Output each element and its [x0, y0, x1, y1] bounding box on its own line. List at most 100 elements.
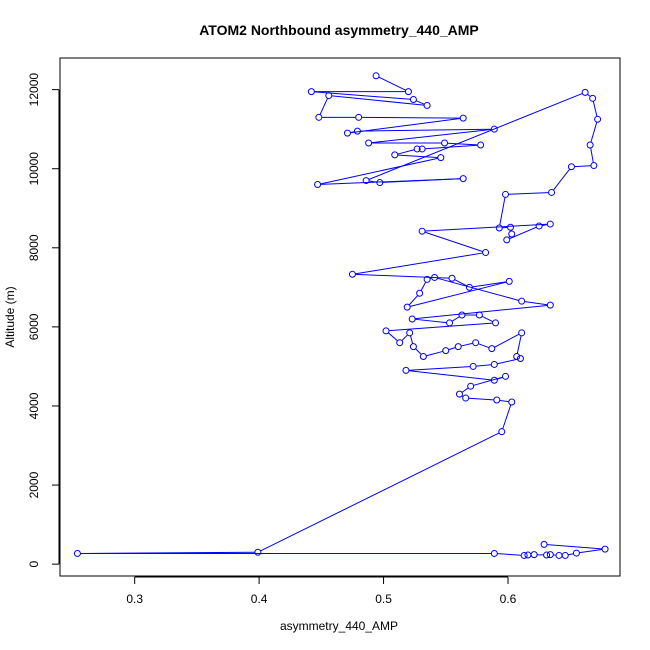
data-point [535, 222, 543, 230]
x-tick-label: 0.3 [126, 592, 143, 606]
data-point [391, 151, 399, 159]
data-point [365, 139, 373, 147]
data-point [382, 327, 390, 335]
series-segment [260, 432, 500, 552]
data-point [482, 249, 490, 257]
data-point [409, 96, 417, 104]
data-point [396, 339, 404, 347]
data-point [488, 345, 496, 353]
series-segment [590, 122, 598, 143]
chart-title: ATOM2 Northbound asymmetry_440_AMP [199, 22, 479, 38]
series-segment [368, 93, 583, 180]
y-tick-label: 8000 [27, 234, 41, 261]
data-point [530, 551, 538, 559]
data-point [546, 301, 554, 309]
series-segment [378, 76, 406, 91]
data-point [353, 127, 361, 135]
series-segment [454, 279, 467, 287]
data-point [362, 177, 370, 185]
data-point [423, 275, 431, 283]
series-segment [350, 131, 355, 133]
data-point [546, 551, 554, 559]
data-point [406, 329, 414, 337]
series-segment [587, 94, 591, 97]
series-segment [408, 295, 418, 306]
data-point [590, 162, 598, 170]
data-point [307, 88, 315, 96]
y-tick-label: 6000 [27, 313, 41, 340]
data-point [413, 145, 421, 153]
data-point [490, 549, 498, 557]
series-segment [448, 347, 456, 351]
data-point [459, 114, 467, 122]
series-segment [590, 148, 594, 163]
series-segment [499, 197, 506, 225]
data-point [518, 329, 526, 337]
data-point [490, 376, 498, 384]
data-point [448, 274, 456, 282]
series-segment [468, 397, 494, 401]
data-point [516, 355, 524, 363]
data-point [418, 145, 426, 153]
data-point [343, 129, 351, 137]
series-segment [397, 149, 415, 155]
series-segment [568, 553, 574, 556]
data-point [502, 190, 510, 198]
data-point [548, 188, 556, 196]
data-point [498, 428, 506, 436]
y-tick-label: 4000 [27, 392, 41, 419]
series-segment [497, 553, 522, 556]
series-segment [415, 348, 422, 355]
series-segment [415, 304, 548, 320]
series-segment [350, 118, 461, 134]
data-point [454, 343, 462, 351]
series-segment [415, 318, 447, 324]
data-point [465, 283, 473, 291]
y-tick-label: 12000 [27, 73, 41, 107]
series-segment [478, 343, 489, 349]
series-segment [476, 364, 492, 367]
series-segment [473, 376, 503, 386]
data-point [469, 362, 477, 370]
series-segment [426, 350, 443, 357]
data-point [416, 289, 424, 297]
series-segment [410, 335, 414, 344]
series-segment [361, 116, 461, 119]
data-point [402, 366, 410, 374]
series-segment [451, 316, 460, 322]
data-point [581, 88, 589, 96]
data-point [467, 382, 475, 390]
series-segment [497, 358, 518, 365]
data-point [472, 339, 480, 347]
series-segment [508, 192, 549, 195]
plot-frame [59, 57, 621, 577]
data-point [508, 230, 516, 238]
series-segment [319, 98, 328, 115]
data-point [409, 343, 417, 351]
data-point [314, 181, 322, 189]
series-segment [499, 399, 509, 403]
data-point [506, 223, 514, 231]
data-point [508, 398, 516, 406]
data-point [475, 311, 483, 319]
data-point [418, 227, 426, 235]
data-point [586, 141, 594, 149]
x-tick-label: 0.4 [251, 592, 268, 606]
series-segment [401, 334, 408, 341]
data-point [518, 297, 526, 305]
data-point [505, 277, 513, 285]
series-segment [579, 549, 602, 554]
series-segment [553, 168, 570, 191]
series-segment [420, 282, 427, 291]
data-point [423, 101, 431, 109]
series-segment [409, 366, 470, 371]
data-point [325, 92, 333, 100]
data-point [492, 319, 500, 327]
data-point [254, 548, 262, 556]
data-point [315, 113, 323, 121]
data-point [502, 372, 510, 380]
series-segment [355, 273, 449, 279]
data-point [441, 139, 449, 147]
data-point [437, 154, 445, 162]
